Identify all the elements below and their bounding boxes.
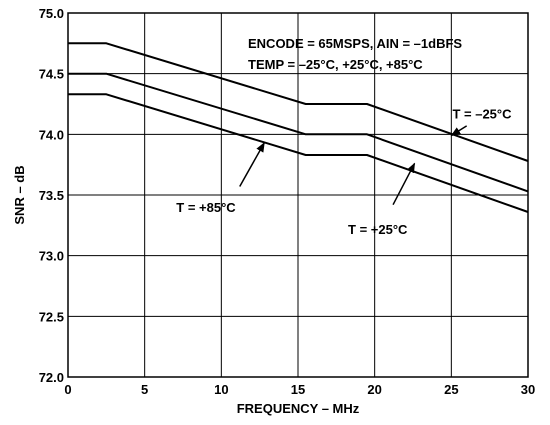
y-tick-label: 75.0 [39, 6, 64, 21]
x-tick-label: 0 [64, 382, 71, 397]
annotation-label-1: T = +25°C [348, 222, 408, 237]
plot-frame [67, 12, 529, 378]
conditions-line-2: TEMP = –25°C, +25°C, +85°C [248, 57, 423, 72]
x-tick-label: 25 [444, 382, 458, 397]
x-tick-label: 10 [214, 382, 228, 397]
y-tick-label: 72.0 [39, 370, 64, 385]
y-tick-label: 74.5 [39, 67, 64, 82]
y-axis-label: SNR – dB [12, 165, 27, 224]
annotation-label-2: T = +85°C [176, 200, 236, 215]
x-tick-label: 20 [367, 382, 381, 397]
y-tick-label: 72.5 [39, 309, 64, 324]
x-tick-label: 30 [521, 382, 535, 397]
annotation-arrow-2 [239, 141, 265, 187]
y-tick-label: 74.0 [39, 127, 64, 142]
series-line-0 [68, 42, 529, 162]
tick-labels: 0 5 10 15 20 25 30 72.0 72.5 73.0 73.5 74.0 74.5 75.0 [39, 6, 536, 397]
y-tick-label: 73.0 [39, 249, 64, 264]
series-group [68, 42, 529, 213]
series-line-2 [68, 93, 529, 213]
series-annotations: T = –25°C T = +25°C T = +85°C [176, 107, 512, 237]
annotation-label-0: T = –25°C [452, 107, 512, 122]
x-tick-label: 15 [291, 382, 305, 397]
annotation-arrow-1 [392, 162, 416, 206]
x-axis-label: FREQUENCY – MHz [237, 401, 360, 416]
conditions-line-1: ENCODE = 65MSPS, AIN = –1dBFS [248, 36, 462, 51]
x-tick-label: 5 [141, 382, 148, 397]
y-tick-label: 73.5 [39, 188, 64, 203]
series-line-1 [68, 72, 529, 193]
annotation-arrow-0 [450, 125, 468, 137]
